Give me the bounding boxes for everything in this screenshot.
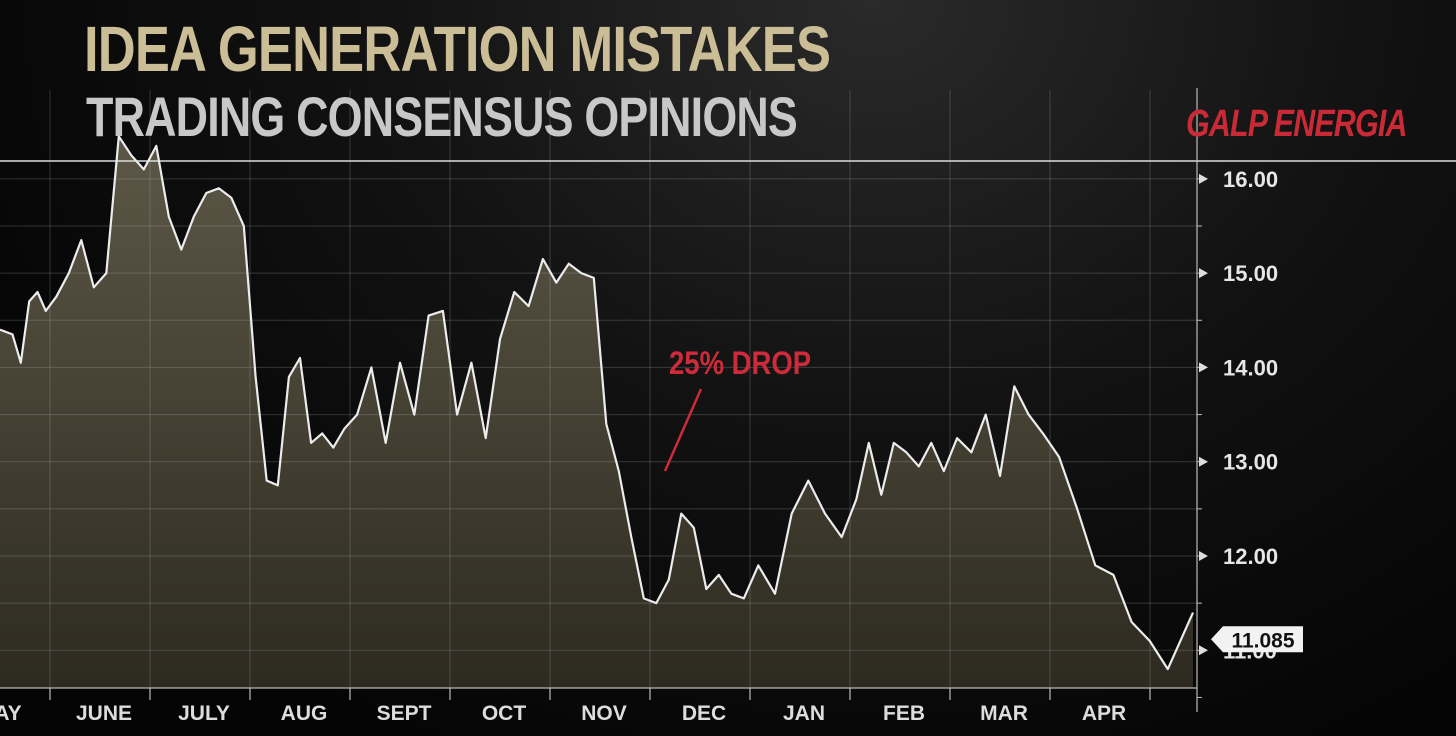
last-value-label: 11.085 — [1231, 629, 1294, 652]
y-tick-label: 16.00 — [1223, 167, 1278, 192]
subtitle: TRADING CONSENSUS OPINIONS — [86, 85, 798, 148]
last-value-box — [1211, 626, 1303, 653]
x-tick-label: AY — [0, 702, 22, 725]
series-line — [0, 135, 1195, 671]
price-line — [0, 135, 1195, 671]
annotation-label: 25% DROP — [669, 346, 811, 381]
y-tick-arrow — [1199, 268, 1208, 279]
series-area — [0, 136, 1193, 688]
price-area — [0, 136, 1193, 688]
y-tick-arrow — [1199, 456, 1208, 467]
x-tick-label: AUG — [281, 702, 328, 725]
x-axis-labels: AY JUNE JULY AUG SEPT OCT NOV DEC JAN FEB MAR APR — [0, 702, 1126, 725]
last-value-badge: 11.085 — [1211, 626, 1303, 653]
drop-annotation: 25% DROP — [663, 346, 811, 472]
y-tick-arrow — [1199, 645, 1208, 656]
x-tick-label: JAN — [783, 702, 825, 725]
y-tick-arrow — [1199, 173, 1208, 184]
company-name: GALP ENERGIA — [1186, 103, 1407, 145]
x-tick-label: OCT — [482, 702, 527, 725]
y-tick-label: 14.00 — [1223, 355, 1278, 380]
y-tick-label: 15.00 — [1223, 261, 1278, 286]
x-tick-label: APR — [1082, 702, 1126, 725]
x-tick-label: NOV — [581, 702, 627, 725]
x-tick-label: DEC — [682, 702, 726, 725]
x-tick-label: MAR — [980, 702, 1028, 725]
chart-grid — [0, 90, 1197, 700]
y-tick-arrow — [1199, 362, 1208, 373]
title: IDEA GENERATION MISTAKES — [84, 13, 831, 85]
x-tick-label: JULY — [178, 702, 230, 725]
y-tick-label: 12.00 — [1223, 544, 1278, 569]
x-tick-label: JUNE — [76, 702, 132, 725]
y-tick-label: 13.00 — [1223, 450, 1278, 475]
x-tick-label: FEB — [883, 702, 925, 725]
x-tick-label: SEPT — [377, 702, 432, 725]
y-tick-arrow — [1199, 551, 1208, 561]
annotation-pointer — [663, 388, 703, 472]
